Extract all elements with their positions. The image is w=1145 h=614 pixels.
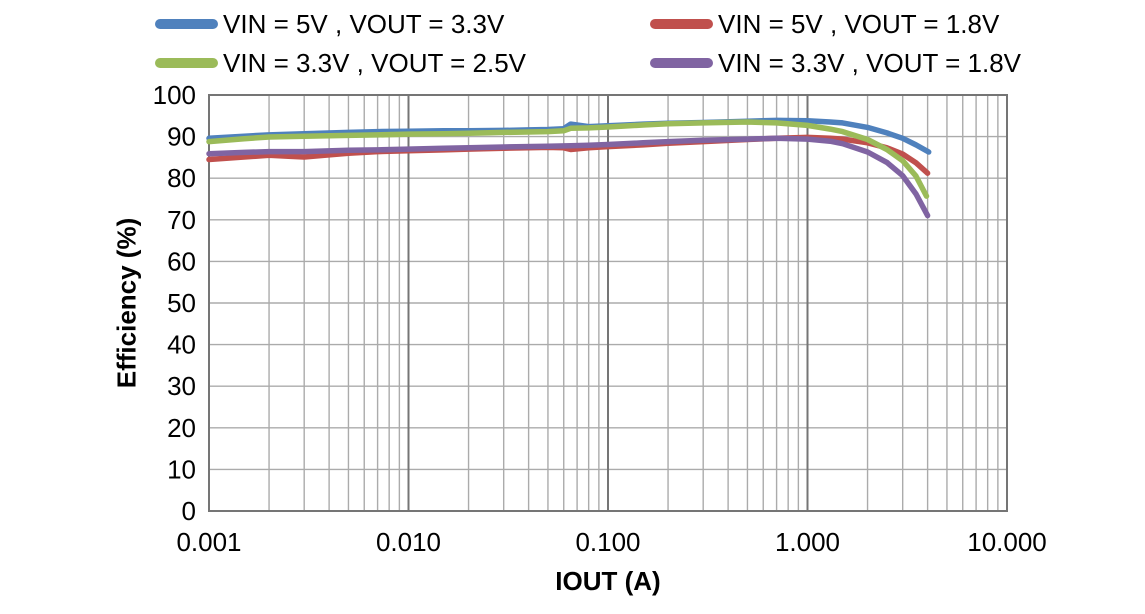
y-tick-label: 10 <box>167 454 196 484</box>
x-tick-label: 0.100 <box>575 527 640 557</box>
legend-line-marker <box>155 58 218 68</box>
legend-entry-vin5-vout3p3: VIN = 5V , VOUT = 3.3V <box>155 5 650 43</box>
y-tick-label: 60 <box>167 246 196 276</box>
y-tick-label: 100 <box>153 80 196 110</box>
x-tick-label: 0.001 <box>176 527 241 557</box>
y-tick-label: 20 <box>167 413 196 443</box>
legend-entry-vin3p3-vout2p5: VIN = 3.3V , VOUT = 2.5V <box>155 44 650 82</box>
y-tick-label: 30 <box>167 371 196 401</box>
series-line <box>206 135 931 219</box>
y-axis-title: Efficiency (%) <box>111 217 142 389</box>
x-tick-label: 0.010 <box>376 527 441 557</box>
legend-label: VIN = 5V , VOUT = 1.8V <box>718 9 1000 39</box>
plot-border <box>208 94 1008 512</box>
legend-line-marker <box>155 19 218 29</box>
legend-label: VIN = 3.3V , VOUT = 1.8V <box>718 48 1021 78</box>
legend-label: VIN = 3.3V , VOUT = 2.5V <box>223 48 526 78</box>
x-tick-label: 1.000 <box>775 527 840 557</box>
chart-legend: VIN = 5V , VOUT = 3.3V VIN = 5V , VOUT =… <box>155 5 1021 82</box>
legend-entry-vin3p3-vout1p8: VIN = 3.3V , VOUT = 1.8V <box>650 44 1021 82</box>
legend-line-marker <box>650 58 713 68</box>
series-line <box>206 134 931 176</box>
legend-line-marker <box>650 19 713 29</box>
x-axis-title: IOUT (A) <box>555 566 661 596</box>
y-tick-label: 40 <box>167 330 196 360</box>
y-tick-label: 0 <box>182 496 196 526</box>
y-tick-label: 50 <box>167 288 196 318</box>
y-tick-label: 90 <box>167 122 196 152</box>
y-tick-label: 70 <box>167 205 196 235</box>
legend-label: VIN = 5V , VOUT = 3.3V <box>223 9 505 39</box>
x-tick-label: 10.000 <box>967 527 1047 557</box>
series-line <box>206 119 930 199</box>
legend-entry-vin5-vout1p8: VIN = 5V , VOUT = 1.8V <box>650 5 1021 43</box>
y-tick-label: 80 <box>167 163 196 193</box>
